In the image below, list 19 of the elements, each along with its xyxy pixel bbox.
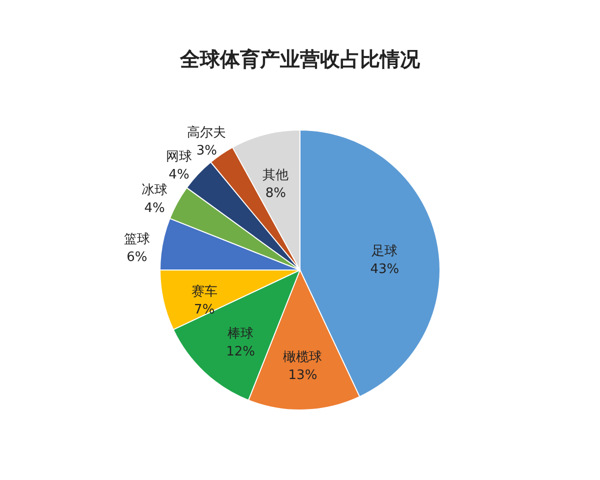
data-label: 7% — [194, 302, 215, 318]
data-label: 12% — [226, 344, 256, 360]
data-label: 3% — [196, 144, 218, 159]
data-label: 6% — [126, 250, 148, 265]
slice-label: 篮球 — [124, 232, 150, 247]
chart-title: 全球体育产业营收占比情况 — [179, 47, 421, 71]
slice-label: 高尔夫 — [187, 124, 226, 141]
data-label: 4% — [168, 167, 190, 182]
data-label: 4% — [144, 201, 165, 216]
slice-label: 冰球 — [142, 183, 168, 198]
data-label: 8% — [265, 186, 286, 202]
slice-label: 足球 — [372, 244, 398, 260]
slice-label: 网球 — [166, 149, 192, 164]
slice-label: 棒球 — [228, 326, 254, 342]
slice-label: 其他 — [262, 168, 289, 184]
data-label: 13% — [288, 368, 318, 383]
slice-label: 橄榄球 — [283, 350, 322, 365]
slice-label: 赛车 — [191, 283, 218, 300]
data-label: 43% — [370, 262, 400, 278]
